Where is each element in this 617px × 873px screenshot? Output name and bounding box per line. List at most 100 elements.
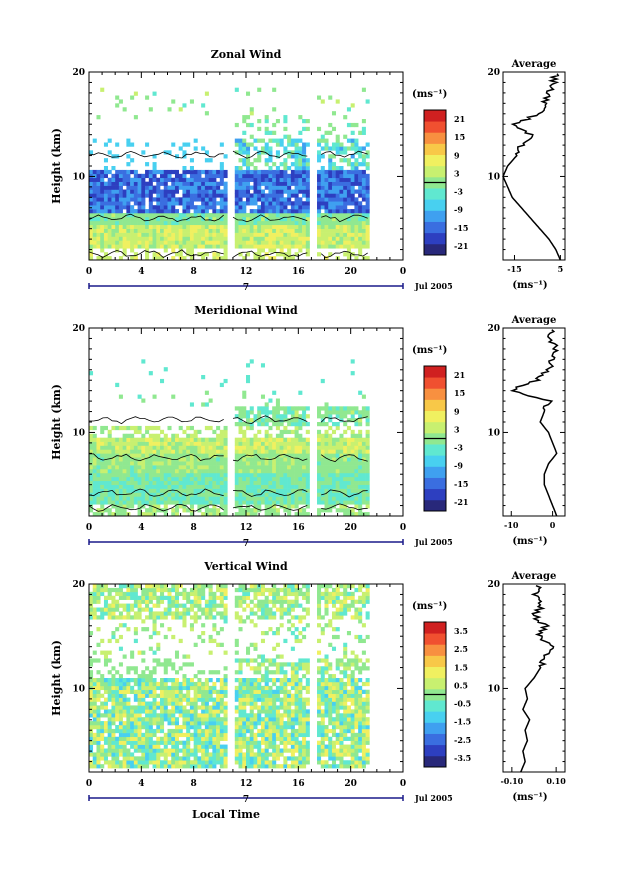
heatmap-cell [115,469,120,474]
heatmap-cell [167,437,172,442]
heatmap-cell [339,232,344,237]
heatmap-cell [324,453,329,458]
heatmap-cell [126,611,131,616]
heatmap-cell [182,744,187,749]
heatmap-cell [328,220,333,226]
heatmap-cell [115,764,120,769]
heatmap-cell [361,130,366,135]
heatmap-cell [160,484,165,489]
heatmap-cell [216,425,221,431]
heatmap-cell [204,508,209,513]
heatmap-cell [346,496,351,501]
heatmap-cell [107,205,112,210]
heatmap-cell [365,453,370,458]
heatmap-cell [350,496,355,501]
heatmap-cell [89,248,94,253]
heatmap-cell [115,512,120,517]
heatmap-cell [354,240,359,245]
heatmap-cell [148,728,153,734]
heatmap-cell [96,445,101,450]
heatmap-cell [103,705,108,710]
heatmap-cell [152,209,157,214]
heatmap-cell [148,193,153,198]
heatmap-cell [328,496,333,501]
heatmap-cell [246,484,251,489]
heatmap-cell [287,189,292,194]
heatmap-cell [331,154,337,159]
heatmap-cell [186,197,191,202]
heatmap-cell [201,244,206,249]
heatmap-cell [343,480,348,485]
heatmap-cell [189,488,194,493]
heatmap-cell [145,193,150,198]
heatmap-cell [178,461,183,466]
heatmap-cell [350,162,355,167]
heatmap-cell [171,449,176,454]
heatmap-cell [141,705,146,710]
heatmap-cell [302,244,307,249]
heatmap-cell [287,142,292,147]
heatmap-cell [219,476,224,482]
heatmap-cell [130,476,135,482]
heatmap-cell [133,748,138,753]
heatmap-cell [182,603,187,608]
heatmap-cell [212,627,217,632]
heatmap-cell [242,213,247,218]
heatmap-cell [89,681,94,687]
heatmap-cell [246,181,251,186]
heatmap-cell [328,181,333,186]
heatmap-cell [107,472,112,478]
heatmap-cell [148,169,153,175]
heatmap-cell [163,228,168,233]
heatmap-cell [361,154,366,159]
heatmap-cell [204,713,209,718]
heatmap-cell [100,728,105,734]
heatmap-cell [137,725,142,730]
heatmap-cell [219,236,224,241]
heatmap-cell [317,410,322,415]
heatmap-cell [178,232,183,237]
heatmap-cell [107,732,112,738]
heatmap-cell [152,595,157,600]
heatmap-cell [130,740,135,745]
heatmap-cell [201,205,206,210]
heatmap-cell [167,728,172,734]
heatmap-cell [122,697,127,702]
heatmap-cell [290,414,295,419]
heatmap-cell [89,685,94,691]
heatmap-cell [193,457,198,462]
heatmap-cell [186,752,191,757]
heatmap-cell [249,406,254,411]
heatmap-cell [130,705,135,710]
heatmap-cell [223,504,228,509]
heatmap-cell [189,252,194,257]
heatmap-cell [133,469,138,474]
heatmap-cell [126,728,131,734]
heatmap-cell [197,584,202,589]
heatmap-cell [163,177,168,182]
heatmap-cell [208,189,213,194]
heatmap-cell [163,476,168,482]
heatmap-cell [118,674,123,679]
heatmap-cell [302,453,307,458]
heatmap-cell [335,197,340,202]
heatmap-cell [354,256,359,261]
heatmap-cell [246,764,251,769]
heatmap-cell [272,232,277,237]
heatmap-cell [328,484,333,489]
profile-frame [502,71,566,261]
heatmap-cell [264,236,269,241]
heatmap-cell [272,422,277,427]
heatmap-cell [130,244,135,249]
heatmap-cell [346,228,351,233]
heatmap-cell [145,476,150,482]
heatmap-cell [324,146,329,151]
heatmap-cell [189,591,194,597]
heatmap-cell [290,213,295,218]
heatmap-cell [118,713,123,718]
heatmap-cell [174,197,180,202]
heatmap-cell [107,457,112,462]
heatmap-cell [216,728,221,734]
heatmap-cell [275,224,280,229]
heatmap-cell [290,410,295,415]
